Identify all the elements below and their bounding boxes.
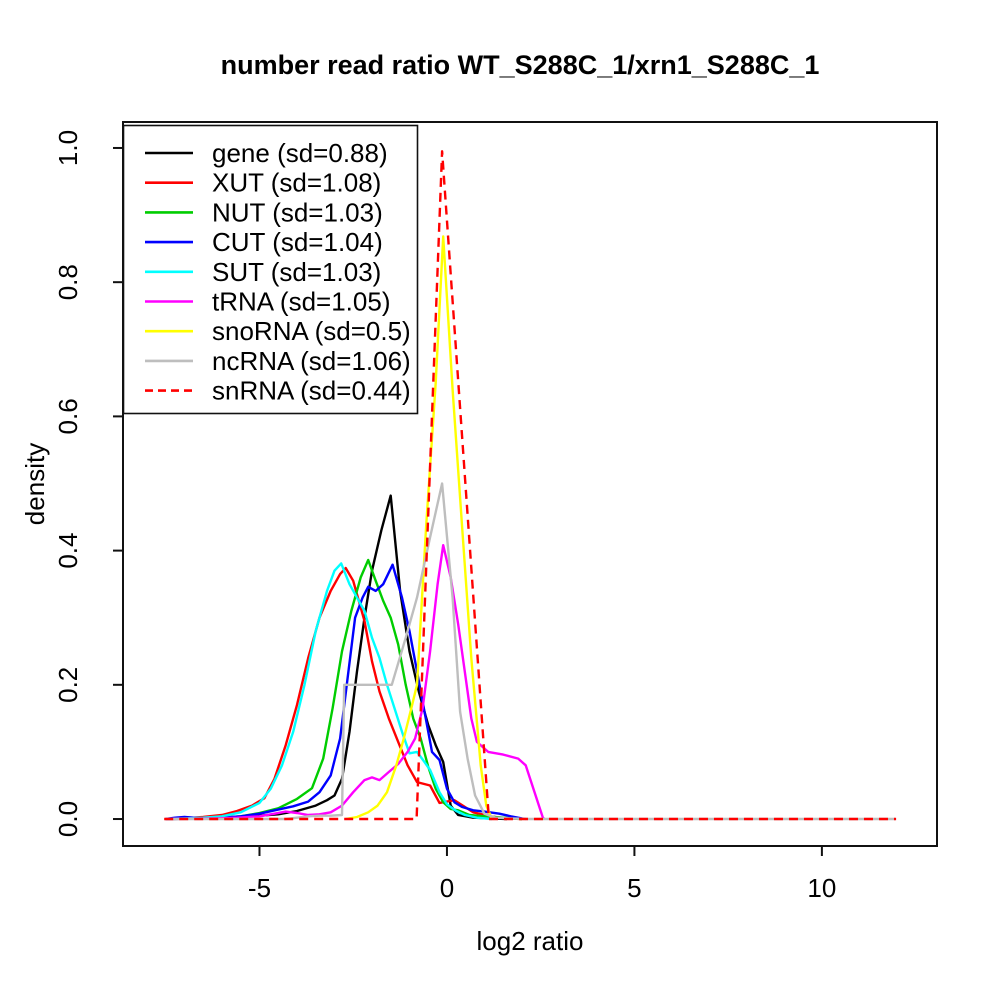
legend-label-cut: CUT (sd=1.04) (212, 227, 383, 257)
y-tick-label: 0.4 (53, 533, 83, 569)
legend-label-nut: NUT (sd=1.03) (212, 197, 383, 227)
series-line-ncrna (165, 482, 895, 821)
x-tick-label: -5 (248, 873, 271, 903)
legend-label-sut: SUT (sd=1.03) (212, 257, 381, 287)
y-axis-label: density (20, 443, 50, 525)
y-tick-label: 0.0 (53, 801, 83, 837)
y-tick-label: 0.2 (53, 667, 83, 703)
y-tick-label: 1.0 (53, 130, 83, 166)
legend-label-trna: tRNA (sd=1.05) (212, 287, 390, 317)
chart-root: -5 0 5 10 0.0 0.2 0.4 0.6 0.8 1.0 gene (sd=0.88)XU… (53, 121, 938, 903)
legend-label-gene: gene (sd=0.88) (212, 138, 388, 168)
y-tick-label: 0.6 (53, 398, 83, 434)
series-line-snorna (345, 235, 494, 821)
x-tick-label: 0 (440, 873, 454, 903)
series-line-trna (165, 544, 546, 821)
series-line-snrna (164, 150, 897, 821)
legend-box (122, 124, 419, 415)
series-line-sut (165, 562, 493, 821)
plot-title: number read ratio WT_S288C_1/xrn1_S288C_… (221, 50, 820, 80)
legend-label-xut: XUT (sd=1.08) (212, 168, 381, 198)
legend-label-ncrna: ncRNA (sd=1.06) (212, 346, 411, 376)
x-axis-label: log2 ratio (477, 926, 584, 956)
plot-border (122, 121, 938, 847)
legend-label-snorna: snoRNA (sd=0.5) (212, 316, 411, 346)
x-tick-label: 10 (807, 873, 836, 903)
x-tick-label: 5 (627, 873, 641, 903)
y-tick-label: 0.8 (53, 264, 83, 300)
legend-label-snrna: snRNA (sd=0.44) (212, 376, 411, 406)
